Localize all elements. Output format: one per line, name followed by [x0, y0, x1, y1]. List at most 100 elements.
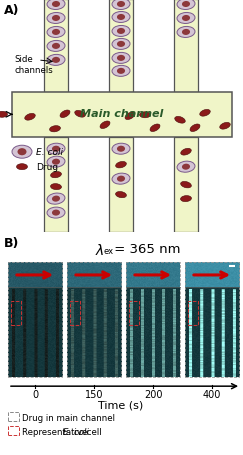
Ellipse shape	[47, 41, 65, 52]
Bar	[8, 412, 19, 421]
Text: Side
channels: Side channels	[14, 55, 53, 75]
Bar	[67, 263, 121, 377]
Ellipse shape	[181, 149, 191, 156]
Text: Drug: Drug	[36, 163, 58, 172]
Ellipse shape	[117, 176, 125, 182]
Bar	[185, 263, 239, 377]
Bar	[8, 426, 19, 435]
Text: cell: cell	[84, 427, 102, 435]
Ellipse shape	[17, 149, 26, 156]
Bar	[12, 0, 232, 93]
Bar	[174, 0, 198, 93]
Bar	[126, 263, 180, 377]
Ellipse shape	[182, 164, 190, 170]
Bar	[44, 137, 68, 232]
Text: Main channel: Main channel	[80, 109, 164, 119]
Ellipse shape	[112, 53, 130, 64]
Text: E. coli: E. coli	[36, 148, 63, 157]
Ellipse shape	[112, 0, 130, 10]
Ellipse shape	[182, 16, 190, 22]
Ellipse shape	[17, 164, 27, 170]
Ellipse shape	[75, 111, 86, 118]
Ellipse shape	[116, 162, 126, 168]
Ellipse shape	[174, 117, 185, 123]
Ellipse shape	[112, 66, 130, 77]
Text: ex: ex	[103, 246, 113, 255]
Ellipse shape	[112, 174, 130, 185]
Ellipse shape	[47, 14, 65, 25]
Ellipse shape	[52, 210, 60, 216]
Ellipse shape	[47, 144, 65, 155]
Text: 200: 200	[144, 389, 162, 399]
Ellipse shape	[117, 2, 125, 8]
Ellipse shape	[220, 123, 230, 130]
Ellipse shape	[12, 146, 32, 159]
Text: Drug in main channel: Drug in main channel	[22, 413, 115, 422]
Ellipse shape	[51, 184, 61, 190]
Ellipse shape	[50, 126, 60, 133]
Ellipse shape	[177, 162, 195, 173]
Ellipse shape	[117, 42, 125, 48]
Bar	[174, 137, 198, 232]
Ellipse shape	[117, 15, 125, 21]
Bar	[129, 302, 139, 326]
Bar	[44, 0, 68, 93]
Ellipse shape	[139, 112, 150, 118]
Ellipse shape	[52, 147, 60, 152]
Text: Representative: Representative	[22, 427, 90, 435]
Ellipse shape	[60, 111, 70, 118]
Text: A): A)	[4, 4, 19, 17]
Ellipse shape	[47, 207, 65, 218]
Text: 0: 0	[32, 389, 38, 399]
Ellipse shape	[125, 113, 135, 120]
Ellipse shape	[181, 196, 191, 202]
Bar	[109, 137, 133, 232]
Ellipse shape	[52, 196, 60, 202]
Text: 150: 150	[85, 389, 103, 399]
Ellipse shape	[100, 122, 110, 129]
Ellipse shape	[47, 55, 65, 66]
Ellipse shape	[52, 44, 60, 50]
Ellipse shape	[181, 182, 191, 188]
Ellipse shape	[190, 126, 200, 131]
Ellipse shape	[47, 27, 65, 38]
Ellipse shape	[52, 30, 60, 36]
Ellipse shape	[0, 112, 8, 118]
Ellipse shape	[112, 12, 130, 23]
Ellipse shape	[177, 14, 195, 25]
Ellipse shape	[182, 2, 190, 8]
Bar	[11, 302, 21, 326]
Text: = 365 nm: = 365 nm	[110, 242, 181, 255]
Text: Time (s): Time (s)	[98, 399, 144, 409]
Ellipse shape	[47, 194, 65, 205]
Ellipse shape	[150, 125, 160, 132]
Ellipse shape	[117, 69, 125, 75]
Ellipse shape	[52, 16, 60, 22]
Bar	[70, 302, 80, 326]
Bar	[188, 302, 198, 326]
Ellipse shape	[25, 114, 35, 121]
Ellipse shape	[200, 110, 210, 117]
Ellipse shape	[112, 144, 130, 155]
Ellipse shape	[51, 172, 61, 178]
Ellipse shape	[177, 27, 195, 38]
Ellipse shape	[52, 159, 60, 165]
Ellipse shape	[112, 39, 130, 51]
Ellipse shape	[47, 0, 65, 10]
Bar	[12, 137, 232, 232]
Ellipse shape	[116, 192, 126, 198]
Text: E. coli: E. coli	[62, 427, 88, 435]
Bar	[109, 0, 133, 93]
Bar	[12, 93, 232, 137]
Ellipse shape	[112, 26, 130, 37]
Ellipse shape	[52, 2, 60, 8]
Text: B): B)	[4, 236, 19, 249]
Ellipse shape	[117, 147, 125, 152]
Ellipse shape	[177, 0, 195, 10]
Ellipse shape	[47, 157, 65, 168]
Bar	[8, 263, 62, 377]
Ellipse shape	[52, 58, 60, 64]
Text: 400: 400	[203, 389, 221, 399]
Ellipse shape	[117, 56, 125, 62]
Text: $\lambda$: $\lambda$	[95, 242, 104, 257]
